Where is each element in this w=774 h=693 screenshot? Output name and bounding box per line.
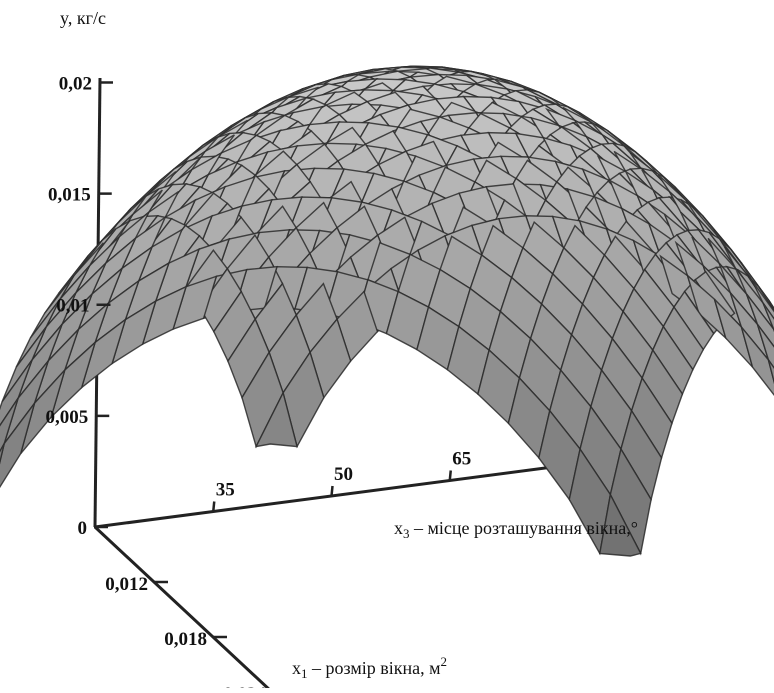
z-tick-label: 0,01 bbox=[56, 296, 89, 317]
x3-tick-mark bbox=[332, 486, 333, 496]
x3-tick-label: 35 bbox=[216, 480, 235, 501]
x3-tick-label: 65 bbox=[452, 449, 471, 470]
x3-tick-mark bbox=[213, 502, 214, 512]
z-tick-label: 0,015 bbox=[48, 185, 91, 206]
x3-tick-mark bbox=[450, 471, 451, 481]
surface bbox=[0, 66, 774, 556]
z-tick-label: 0,005 bbox=[46, 407, 89, 428]
z-tick-label: 0,02 bbox=[59, 73, 92, 94]
x1-axis-label: x1 – розмір вікна, м2 bbox=[292, 654, 447, 681]
x1-axis-line bbox=[95, 527, 272, 688]
x1-tick-label: 0,024 bbox=[223, 684, 266, 688]
y-axis-label: y, кг/с bbox=[60, 8, 106, 28]
x1-tick-label: 0,012 bbox=[105, 574, 148, 595]
z-tick-label: 0 bbox=[78, 518, 88, 539]
x3-axis-label: x3 – місце розташування вікна,° bbox=[394, 518, 638, 541]
x3-tick-label: 50 bbox=[334, 464, 353, 485]
x1-tick-label: 0,018 bbox=[164, 629, 207, 650]
